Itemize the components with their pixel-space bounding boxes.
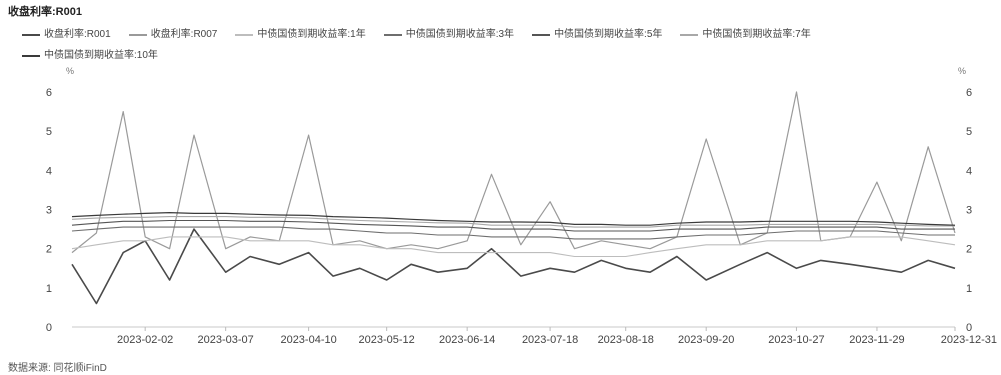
x-tick-label: 2023-06-14 (439, 334, 495, 346)
x-tick-label: 2023-09-20 (678, 334, 734, 346)
y-tick-label-left: 4 (46, 165, 52, 177)
chart-axes (72, 326, 956, 331)
x-tick-label: 2023-11-29 (849, 334, 904, 346)
series-line (71, 236, 956, 258)
legend-item: 中债国债到期收益率:1年 (235, 25, 366, 45)
legend-label: 中债国债到期收益率:7年 (702, 29, 811, 40)
legend-swatch (680, 34, 699, 36)
legend-swatch (235, 34, 254, 36)
legend-label: 收盘利率:R007 (150, 29, 218, 40)
legend-item: 中债国债到期收益率:3年 (383, 25, 515, 45)
legend-label: 中债国债到期收益率:3年 (405, 29, 515, 40)
x-tick-label: 2023-12-31 (941, 334, 997, 346)
legend-item: 中债国债到期收益率:10年 (22, 46, 158, 66)
y-tick-label-left: 1 (46, 283, 52, 295)
legend-label: 中债国债到期收益率:10年 (44, 50, 158, 61)
x-tick-label: 2023-05-12 (359, 334, 415, 346)
legend-swatch (22, 34, 40, 36)
y-tick-label-left: 0 (46, 322, 52, 334)
legend-item: 收盘利率:R001 (22, 25, 111, 45)
y-tick-label-right: 6 (966, 87, 972, 99)
legend-swatch (128, 34, 147, 36)
legend-item: 中债国债到期收益率:5年 (532, 25, 662, 45)
x-tick-label: 2023-02-02 (117, 334, 173, 346)
series-line (71, 91, 956, 254)
y-tick-label-left: 3 (46, 205, 52, 217)
legend-label: 中债国债到期收益率:5年 (554, 29, 663, 40)
legend-item: 中债国债到期收益率:7年 (680, 25, 811, 45)
y-tick-label-right: 1 (966, 283, 972, 295)
y-tick-label-right: 3 (966, 205, 972, 217)
y-axis-unit-right: % (958, 66, 967, 76)
series-line (71, 219, 955, 232)
x-tick-label: 2023-04-10 (280, 334, 336, 346)
series-line (71, 228, 956, 305)
legend-label: 收盘利率:R001 (44, 29, 111, 40)
data-source-note: 数据来源: 同花顺iFinD (8, 363, 107, 374)
legend-swatch (383, 34, 402, 36)
y-axis-unit-left: % (66, 66, 75, 76)
chart-title: 收盘利率:R001 (8, 6, 82, 18)
x-tick-label: 2023-10-27 (768, 334, 824, 346)
y-tick-label-right: 5 (966, 126, 972, 138)
legend-swatch (22, 55, 40, 57)
series-line (71, 216, 955, 228)
y-tick-label-left: 2 (46, 244, 52, 256)
chart-legend: 收盘利率:R001 收盘利率:R007 中债国债到期收益率:1年 中债国债到期收益率:… (22, 24, 952, 66)
series-line (71, 226, 955, 240)
y-tick-label-left: 5 (46, 126, 52, 138)
legend-swatch (532, 34, 551, 36)
x-tick-label: 2023-08-18 (598, 334, 654, 346)
x-tick-label: 2023-03-07 (198, 334, 254, 346)
x-tick-label: 2023-07-18 (522, 334, 578, 346)
chart-series-lines (71, 91, 956, 305)
y-tick-label-left: 6 (46, 87, 52, 99)
series-line (71, 212, 956, 226)
legend-label: 中债国债到期收益率:1年 (257, 29, 366, 40)
legend-item: 收盘利率:R007 (128, 25, 218, 45)
y-tick-label-right: 4 (966, 165, 972, 177)
y-tick-label-right: 2 (966, 244, 972, 256)
y-tick-label-right: 0 (966, 322, 972, 334)
chart-tick-labels: 0 0 1 1 2 2 3 3 4 4 5 5 6 6 2023-02-02 2023-03-07 2023-0… (46, 87, 997, 346)
